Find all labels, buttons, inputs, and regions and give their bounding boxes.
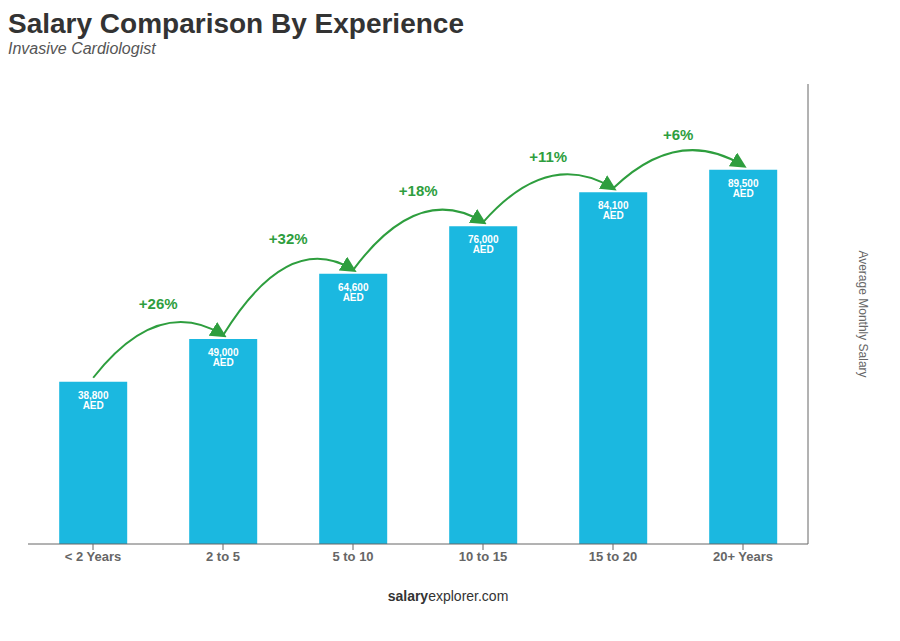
svg-text:10 to 15: 10 to 15: [459, 549, 507, 564]
svg-text:Average Monthly Salary: Average Monthly Salary: [856, 250, 870, 377]
svg-text:49,000AED: 49,000AED: [208, 347, 239, 368]
svg-text:76,000AED: 76,000AED: [468, 234, 499, 255]
svg-text:+18%: +18%: [399, 182, 438, 199]
html-text:Salary Comparison By Experienc: Salary Comparison By Experience: [8, 8, 464, 39]
svg-text:64,600AED: 64,600AED: [338, 282, 369, 303]
svg-text:+32%: +32%: [269, 230, 308, 247]
svg-text:89,500AED: 89,500AED: [728, 178, 759, 199]
svg-text:5 to 10: 5 to 10: [332, 549, 373, 564]
html-text:salary explorer.com: salary explorer.com: [387, 588, 509, 604]
svg-text:+11%: +11%: [529, 148, 567, 165]
svg-text:+26%: +26%: [139, 295, 178, 312]
svg-text:< 2 Years: < 2 Years: [65, 549, 122, 564]
svg-text:15 to 20: 15 to 20: [589, 549, 637, 564]
svg-text:20+ Years: 20+ Years: [713, 549, 773, 564]
html-text:Invasive Cardiologist: Invasive Cardiologist: [8, 40, 156, 57]
svg-text:84,100AED: 84,100AED: [598, 200, 629, 221]
svg-text:+6%: +6%: [663, 126, 693, 143]
svg-text:2 to 5: 2 to 5: [206, 549, 240, 564]
svg-text:38,800AED: 38,800AED: [78, 390, 109, 411]
